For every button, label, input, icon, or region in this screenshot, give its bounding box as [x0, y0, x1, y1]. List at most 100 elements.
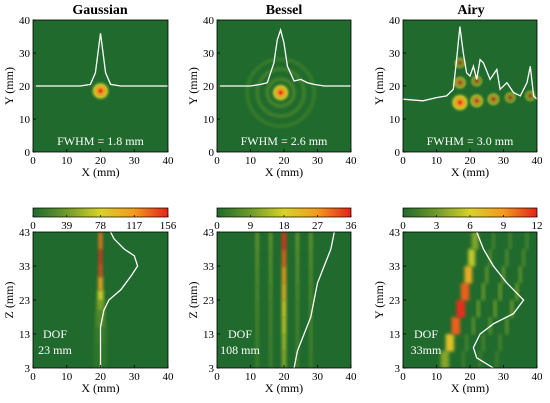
x-tick-label: 0: [30, 371, 36, 383]
plot-area: [403, 26, 537, 114]
side-lobe-segment: [465, 334, 469, 352]
intensity-spot: [451, 74, 469, 92]
colorbar-tick-label: 117: [126, 220, 143, 232]
side-lobe-segment: [269, 249, 273, 267]
y-tick-label: 40: [19, 15, 31, 27]
x-axis-label: X (mm): [81, 165, 119, 179]
x-axis-label: X (mm): [451, 165, 489, 179]
y-tick-label: 43: [19, 227, 31, 239]
side-lobe-segment: [495, 351, 499, 368]
x-tick-label: 20: [465, 371, 477, 383]
side-lobe-segment: [309, 317, 313, 335]
side-lobe-segment: [255, 283, 259, 301]
x-tick-label: 20: [95, 371, 107, 383]
beam-segment: [468, 249, 476, 267]
plot-area: [93, 232, 139, 368]
colorbar-tick-label: 6: [467, 220, 473, 232]
x-tick-label: 40: [532, 371, 544, 383]
side-lobe-segment: [461, 351, 465, 368]
intensity-spot: [468, 73, 485, 89]
x-tick-label: 10: [431, 155, 443, 167]
y-tick-label: 3: [25, 363, 31, 375]
x-tick-label: 10: [245, 155, 257, 167]
side-lobe-segment: [295, 351, 299, 368]
intensity-spot: [484, 90, 503, 108]
column-titles: Gaussian Bessel Airy: [72, 3, 484, 18]
side-lobe-segment: [295, 249, 299, 267]
x-tick-label: 30: [312, 371, 324, 383]
x-tick-label: 30: [498, 155, 510, 167]
y-tick-label: 23: [389, 295, 401, 307]
colorbar-tick-label: 36: [346, 220, 358, 232]
colorbar-tick-label: 18: [279, 220, 291, 232]
x-tick-label: 10: [245, 371, 257, 383]
y-tick-label: 0: [395, 147, 401, 159]
colorbar-tick-label: 12: [532, 220, 543, 232]
beam-segment: [460, 283, 470, 301]
side-lobe-segment: [498, 283, 502, 301]
y-tick-label: 40: [389, 15, 401, 27]
side-lobe-segment: [269, 351, 273, 368]
side-lobe-segment: [518, 266, 522, 284]
y-tick-label: 23: [203, 295, 215, 307]
y-tick-label: 30: [389, 48, 401, 60]
side-lobe-segment: [255, 249, 259, 267]
x-tick-label: 20: [279, 155, 291, 167]
beam-segment: [445, 334, 455, 352]
x-tick-label: 0: [400, 371, 406, 383]
beam-segment: [281, 300, 287, 318]
side-lobe-segment: [255, 351, 259, 368]
y-tick-label: 20: [19, 81, 31, 93]
y-tick-label: 3: [209, 363, 215, 375]
column-title-gaussian: Gaussian: [72, 3, 127, 18]
side-lobe-segment: [255, 300, 259, 318]
x-tick-label: 0: [30, 155, 36, 167]
colorbar-tick-label: 0: [400, 220, 406, 232]
side-lobe-segment: [522, 249, 526, 267]
fwhm-annotation: FWHM = 1.8 mm: [57, 134, 144, 148]
y-tick-label: 33: [203, 261, 215, 273]
beam-segment: [456, 300, 466, 318]
x-tick-label: 10: [61, 155, 73, 167]
side-lobe-segment: [269, 283, 273, 301]
side-lobe-segment: [309, 283, 313, 301]
side-lobe-segment: [508, 232, 512, 250]
y-tick-label: 30: [203, 48, 215, 60]
column-title-bessel: Bessel: [266, 3, 303, 18]
bessel-transverse-panel: 0 10 20 30 40 0 10 20 30 40 X (mm) Y (mm) FWHM = 2.6…: [186, 15, 357, 179]
y-axis-label: Y (mm): [372, 281, 386, 319]
colorbar-tick-label: 78: [95, 220, 107, 232]
side-lobe-segment: [510, 300, 514, 318]
y-tick-label: 10: [19, 114, 31, 126]
x-tick-label: 0: [214, 371, 220, 383]
dof-annotation: 23 mm: [38, 343, 72, 357]
intensity-spot: [522, 88, 537, 104]
dof-annotation: 108 mm: [220, 343, 260, 357]
airy-longitudinal-panel: 0 10 20 30 40 3 13 23 33 43 X (mm) Y (mm) DOF 33mm: [372, 227, 543, 395]
beam-segment: [96, 300, 105, 311]
side-lobe-segment: [525, 232, 529, 250]
beam-segment: [98, 276, 103, 291]
fwhm-annotation: FWHM = 3.0 mm: [427, 134, 514, 148]
beam-segment: [98, 249, 103, 264]
bessel-longitudinal-panel: 0 10 20 30 40 3 13 23 33 43 X (mm) Z (mm) DOF 108 mm: [186, 227, 357, 395]
y-tick-label: 43: [389, 227, 401, 239]
side-lobe-segment: [515, 283, 519, 301]
y-tick-label: 23: [19, 295, 31, 307]
x-axis-label: X (mm): [265, 165, 303, 179]
side-lobe-segment: [255, 334, 259, 352]
x-tick-label: 40: [532, 155, 544, 167]
beam-segment: [471, 232, 479, 250]
beam-segment: [281, 334, 287, 352]
x-tick-label: 40: [346, 371, 358, 383]
plot-area: [255, 232, 335, 368]
ring: [256, 68, 306, 118]
y-tick-label: 20: [389, 81, 401, 93]
side-lobe-segment: [295, 317, 299, 335]
beam-segment: [281, 232, 287, 250]
y-tick-label: 0: [209, 147, 215, 159]
x-tick-label: 40: [163, 371, 175, 383]
side-lobe-segment: [309, 334, 313, 352]
ring: [266, 78, 296, 108]
